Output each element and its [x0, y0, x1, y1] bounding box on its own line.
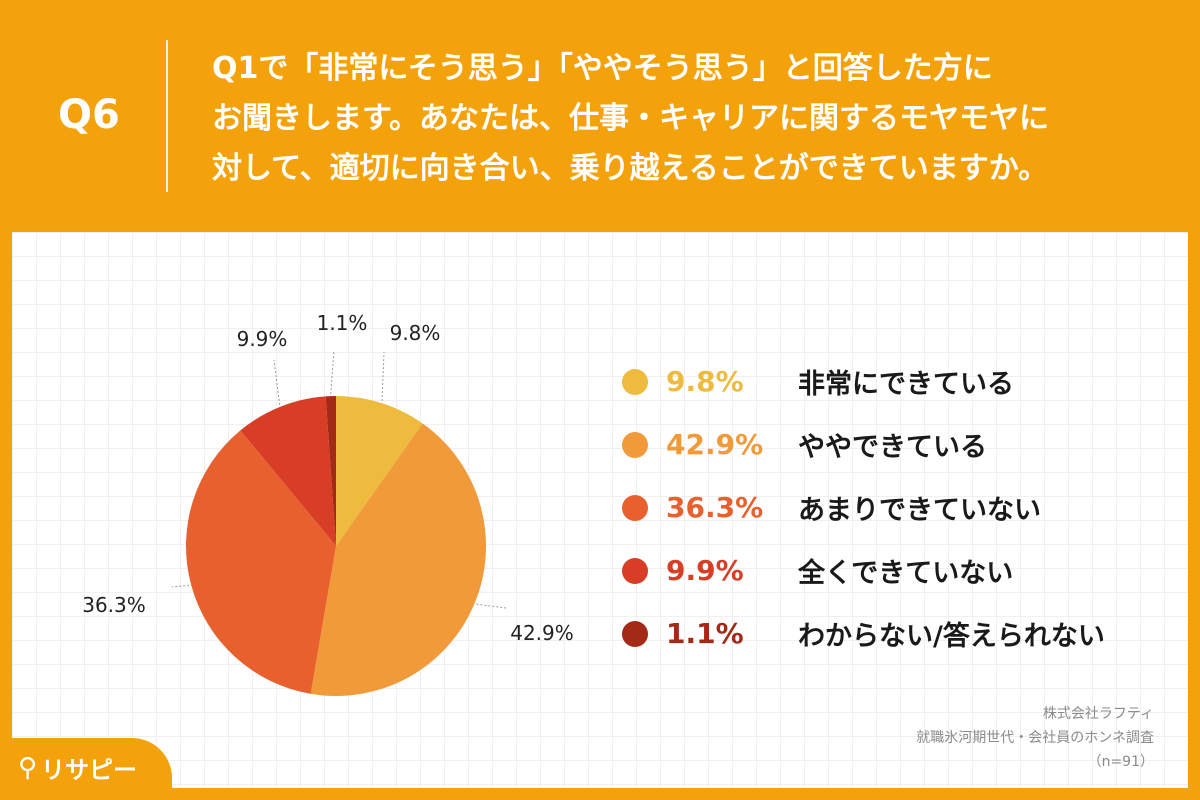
leader-line — [171, 584, 190, 588]
legend-dot-icon — [622, 431, 648, 458]
legend-dot-icon — [622, 557, 648, 584]
leader-line — [330, 349, 335, 395]
legend-percent: 9.8% — [666, 365, 744, 398]
legend-item: 42.9% ややできている — [622, 413, 1105, 476]
question-text: Q1で「非常にそう思う」「ややそう思う」と回答した方に お聞きします。あなたは、… — [212, 51, 1049, 186]
source-note: 株式会社ラフティ 就職氷河期世代・会社員のホンネ調査 （n=91） — [916, 702, 1154, 774]
source-sample-size: （n=91） — [1087, 754, 1154, 770]
slice-label: 9.9% — [237, 327, 288, 351]
slice-label: 42.9% — [510, 621, 574, 645]
legend-item: 9.9% 全くできていない — [622, 539, 1105, 602]
legend-label: ややできている — [798, 432, 987, 463]
pie-slice — [336, 396, 423, 546]
logo: ⚲ リサピー — [0, 738, 172, 800]
source-survey: 就職氷河期世代・会社員のホンネ調査 — [916, 730, 1154, 746]
legend: 9.8% 非常にできている 42.9% ややできている 36.3% あまりできていない 9.… — [622, 350, 1105, 665]
pie-slice — [186, 430, 336, 694]
pie-slice — [240, 396, 336, 546]
pie-chart: 9.8% 42.9% 36.3% 9.9% 1.1% — [82, 311, 574, 696]
legend-label: あまりできていない — [798, 495, 1041, 526]
legend-label: わからない/答えられない — [798, 621, 1105, 652]
slice-label: 1.1% — [317, 311, 368, 335]
leader-line — [273, 359, 281, 405]
logo-text: リサピー — [41, 756, 138, 784]
legend-item: 36.3% あまりできていない — [622, 476, 1105, 539]
pie-slice — [310, 423, 486, 696]
source-company: 株式会社ラフティ — [1042, 706, 1154, 722]
header: Q6 Q1で「非常にそう思う」「ややそう思う」と回答した方に お聞きします。あな… — [0, 0, 1200, 232]
legend-label: 全くできていない — [798, 558, 1014, 589]
legend-percent: 9.9% — [666, 554, 744, 587]
legend-percent: 42.9% — [666, 428, 764, 461]
header-divider — [166, 40, 168, 192]
chart-panel: 9.8% 42.9% 36.3% 9.9% 1.1% 9.8% 非常にできている 42.9%… — [12, 232, 1188, 788]
legend-label: 非常にできている — [798, 369, 1014, 400]
legend-item: 1.1% わからない/答えられない — [622, 602, 1105, 665]
pin-icon: ⚲ — [18, 752, 38, 783]
pie-slice — [325, 396, 336, 546]
legend-item: 9.8% 非常にできている — [622, 350, 1105, 413]
leader-line — [476, 603, 507, 609]
legend-dot-icon — [622, 620, 648, 647]
slice-label: 36.3% — [82, 593, 146, 617]
leader-line — [381, 351, 385, 402]
question-number: Q6 — [58, 92, 120, 138]
legend-percent: 1.1% — [666, 617, 744, 650]
legend-percent: 36.3% — [666, 491, 764, 524]
slice-label: 9.8% — [390, 321, 441, 345]
legend-dot-icon — [622, 494, 648, 521]
legend-dot-icon — [622, 368, 648, 395]
